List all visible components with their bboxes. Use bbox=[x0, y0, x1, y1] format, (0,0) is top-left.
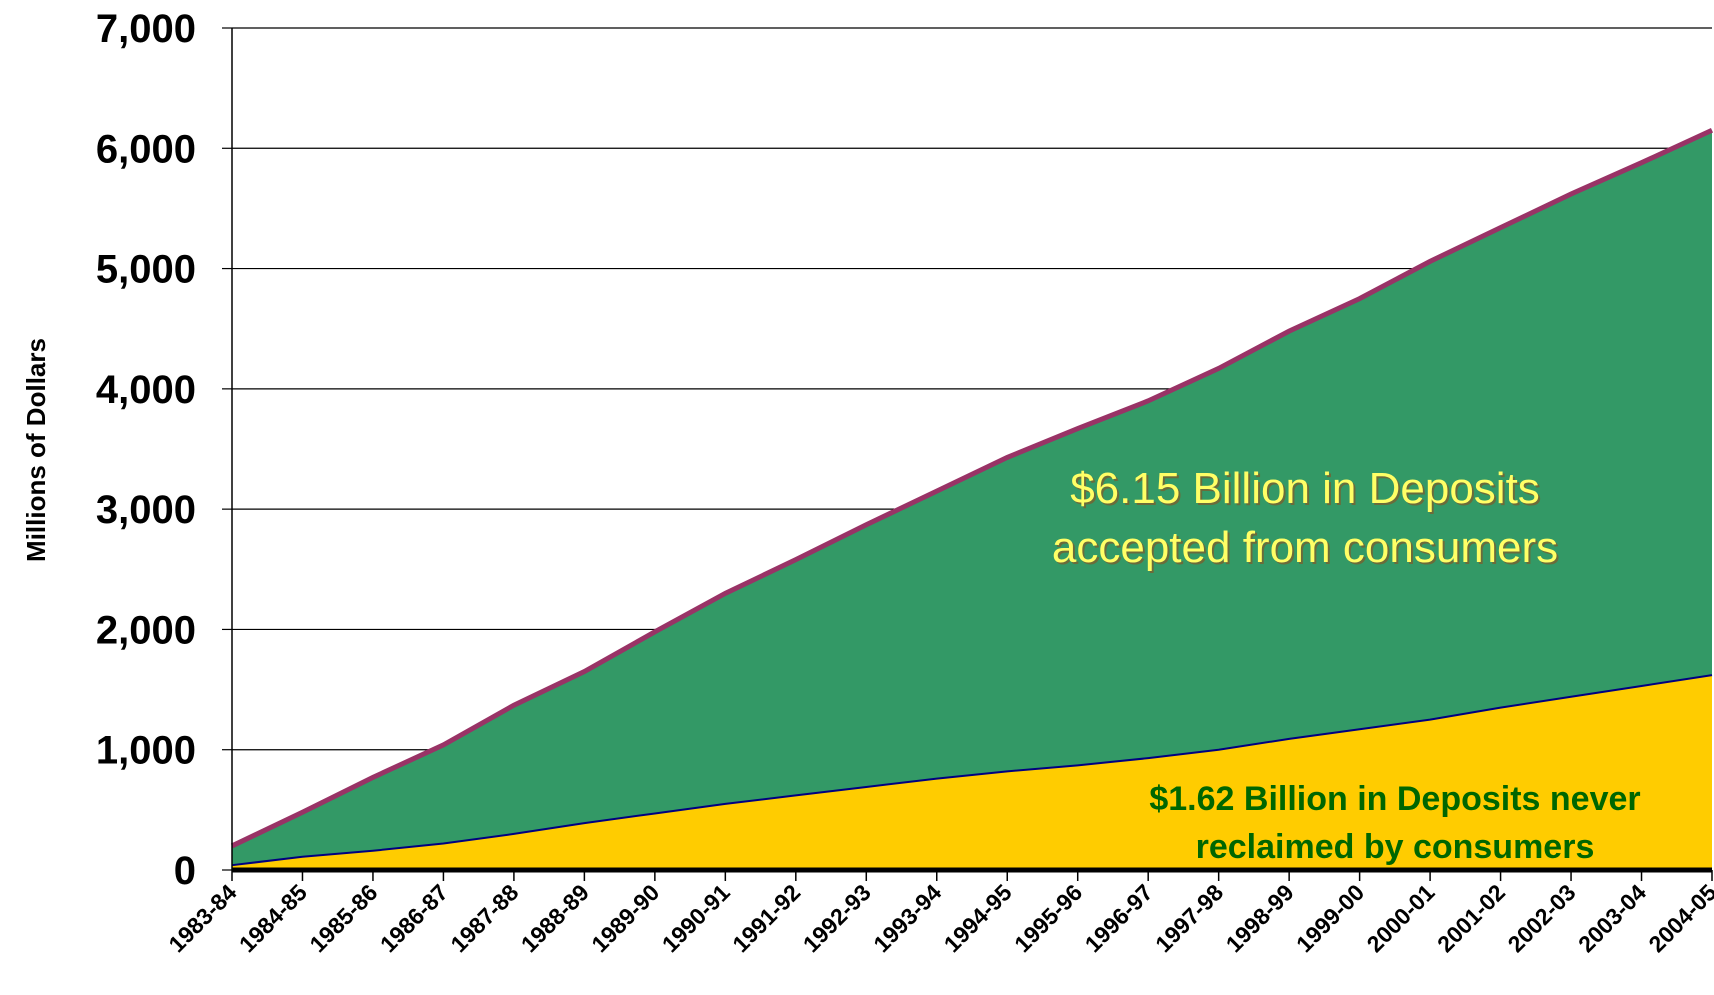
annotation-accepted-line1-fg: $6.15 Billion in Deposits bbox=[1070, 464, 1540, 513]
annotation-accepted-line1: $6.15 Billion in Deposits bbox=[1072, 466, 1542, 515]
y-tick-label: 3,000 bbox=[96, 488, 196, 532]
y-tick-labels: 0 1,000 2,000 3,000 4,000 5,000 6,000 7,000 bbox=[96, 7, 196, 893]
x-tick-label: 1996-97 bbox=[1080, 879, 1158, 957]
x-tick-label: 1988-89 bbox=[516, 879, 594, 957]
x-tick-label: 1993-94 bbox=[868, 879, 946, 957]
x-tick-label: 1989-90 bbox=[586, 879, 664, 957]
annotation-accepted-line2-fg: accepted from consumers bbox=[1052, 523, 1558, 572]
annotation-deposits-unclaimed: $1.62 Billion in Deposits never reclaime… bbox=[1149, 780, 1640, 866]
y-tick-label: 7,000 bbox=[96, 7, 196, 51]
x-tick-label: 2003-04 bbox=[1573, 879, 1651, 957]
annotation-unclaimed-line1: $1.62 Billion in Deposits never bbox=[1149, 780, 1640, 818]
area-series bbox=[230, 127, 1714, 870]
x-tick-label: 1985-86 bbox=[304, 879, 382, 957]
x-tick-label: 1994-95 bbox=[939, 879, 1017, 957]
x-tick-label: 1987-88 bbox=[445, 879, 523, 957]
annotation-unclaimed-line2: reclaimed by consumers bbox=[1196, 828, 1595, 866]
x-tick-label: 2000-01 bbox=[1362, 879, 1440, 957]
x-tick-label: 2002-03 bbox=[1503, 879, 1581, 957]
x-tick-label: 2004-05 bbox=[1643, 879, 1714, 957]
y-tick-label: 4,000 bbox=[96, 368, 196, 412]
x-tick-label: 1992-93 bbox=[798, 879, 876, 957]
x-tick-label: 1990-91 bbox=[657, 879, 735, 957]
y-tick-label: 2,000 bbox=[96, 608, 196, 652]
axes bbox=[231, 28, 1712, 873]
x-tick-label: 1997-98 bbox=[1150, 879, 1228, 957]
y-tick-label: 0 bbox=[174, 849, 196, 893]
x-tick-label: 1986-87 bbox=[375, 879, 453, 957]
line-deposits-accepted bbox=[230, 127, 1714, 849]
x-tick-label: 1995-96 bbox=[1009, 879, 1087, 957]
annotation-deposits-accepted: $6.15 Billion in Deposits $6.15 Billion … bbox=[1052, 464, 1560, 574]
x-tick-label: 1991-92 bbox=[727, 879, 805, 957]
x-tick-label: 1998-99 bbox=[1221, 879, 1299, 957]
y-axis-title: Millions of Dollars bbox=[21, 338, 51, 562]
x-tick-labels: 1983-841984-851985-861986-871987-881988-… bbox=[163, 870, 1714, 957]
y-tick-label: 6,000 bbox=[96, 127, 196, 171]
annotation-accepted-line2: accepted from consumers bbox=[1054, 525, 1560, 574]
area-deposits-accepted bbox=[232, 130, 1712, 870]
line-deposits-unclaimed bbox=[231, 674, 1713, 867]
x-tick-label: 1999-00 bbox=[1291, 879, 1369, 957]
x-tick-label: 1984-85 bbox=[234, 879, 312, 957]
y-tick-label: 5,000 bbox=[96, 248, 196, 292]
y-tick-label: 1,000 bbox=[96, 729, 196, 773]
x-tick-label: 2001-02 bbox=[1432, 879, 1510, 957]
